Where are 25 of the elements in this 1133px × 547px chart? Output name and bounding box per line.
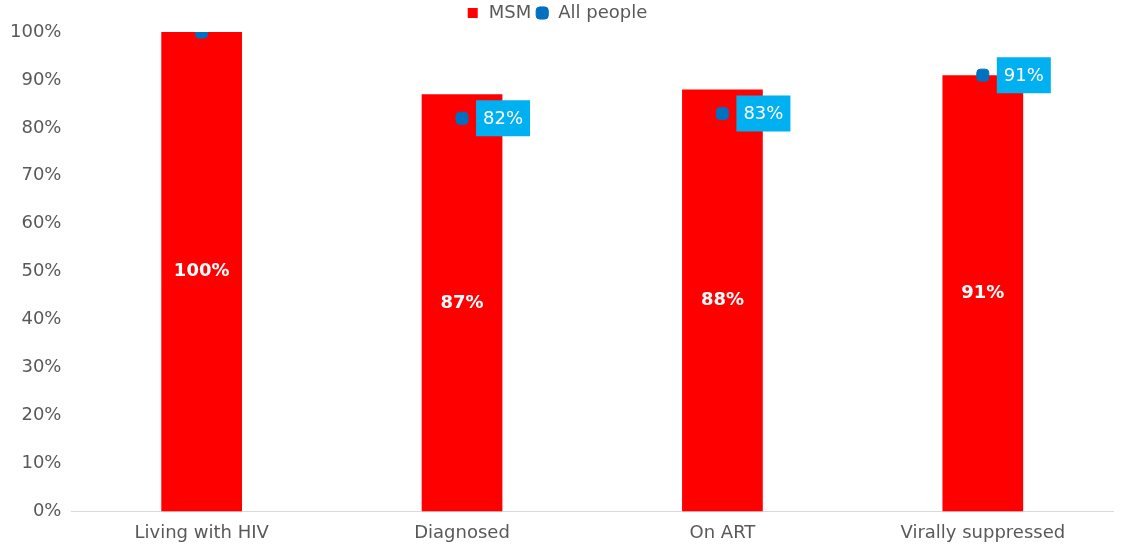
y-tick-label: 20% bbox=[21, 403, 62, 425]
legend-label: MSM bbox=[488, 0, 532, 22]
data-label: 88% bbox=[700, 288, 744, 310]
data-label: 87% bbox=[440, 290, 484, 312]
y-tick-label: 30% bbox=[21, 355, 62, 377]
y-tick-label: 10% bbox=[21, 451, 62, 473]
y-tick-label: 0% bbox=[32, 499, 62, 521]
y-tick-label: 60% bbox=[21, 211, 62, 233]
y-tick-label: 100% bbox=[9, 19, 62, 41]
x-tick-label: Virally suppressed bbox=[900, 520, 1066, 542]
data-label: 83% bbox=[743, 102, 784, 124]
x-tick-label: Diagnosed bbox=[414, 520, 510, 542]
data-label: 82% bbox=[483, 106, 524, 128]
y-tick-label: 70% bbox=[21, 163, 62, 185]
legend-label: All people bbox=[558, 0, 648, 22]
x-tick-label: On ART bbox=[689, 520, 757, 542]
bar bbox=[161, 32, 243, 512]
data-label: 100% bbox=[173, 259, 230, 281]
y-tick-label: 80% bbox=[21, 115, 62, 137]
data-label: 91% bbox=[1003, 63, 1044, 85]
y-tick-label: 40% bbox=[21, 307, 62, 329]
data-label: 91% bbox=[961, 280, 1005, 302]
y-tick-label: 50% bbox=[21, 259, 62, 281]
x-tick-label: Living with HIV bbox=[134, 520, 270, 542]
y-tick-label: 90% bbox=[21, 67, 62, 89]
